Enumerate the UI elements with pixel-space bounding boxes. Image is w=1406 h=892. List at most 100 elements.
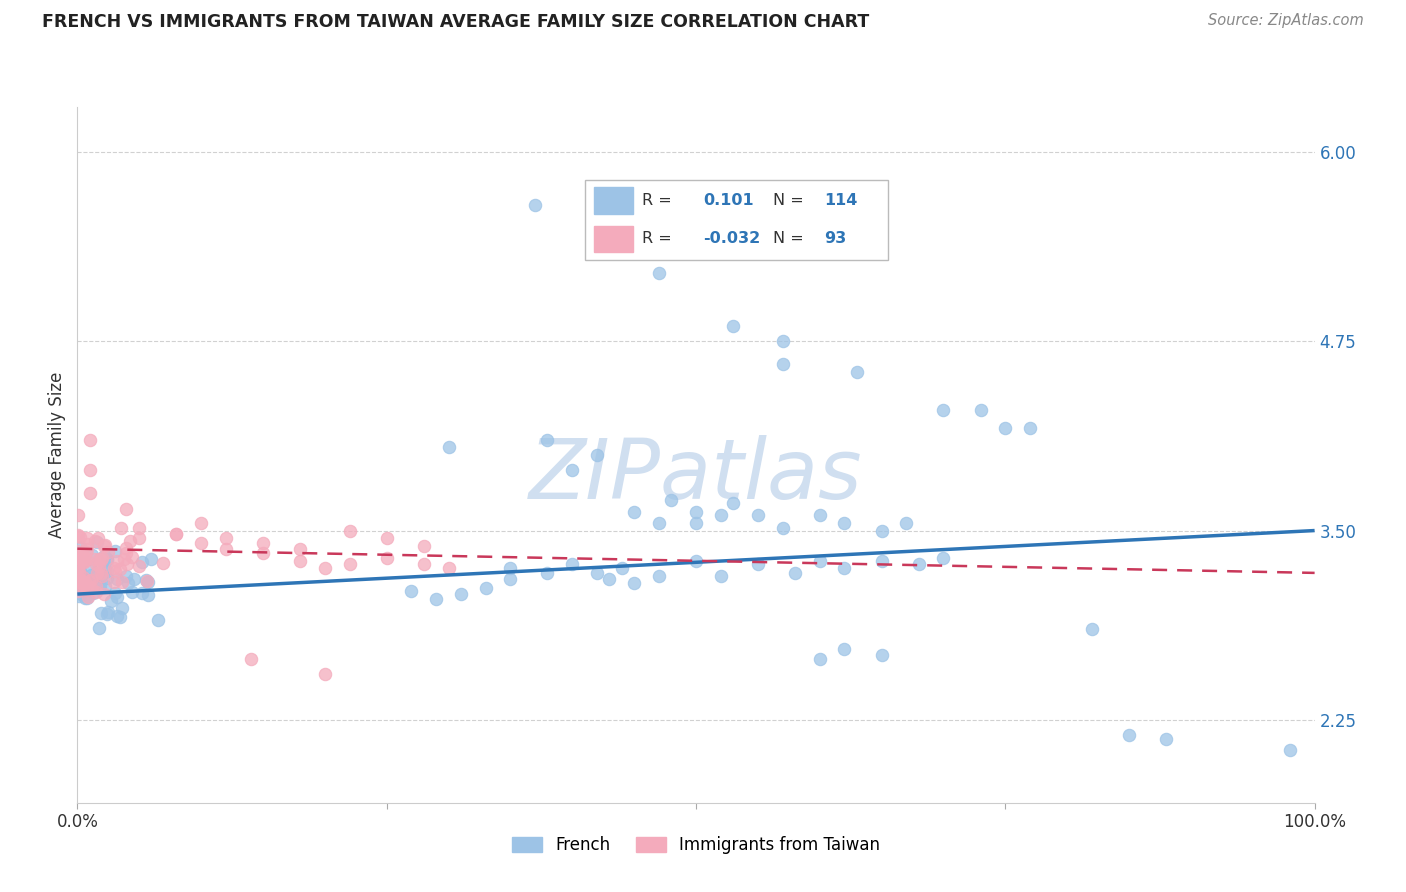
Point xyxy=(932,550,955,565)
Point xyxy=(69,572,91,586)
Point xyxy=(73,555,96,569)
Point xyxy=(94,563,117,577)
Point xyxy=(190,516,212,530)
Point xyxy=(91,550,114,565)
Point xyxy=(375,531,398,545)
Point xyxy=(135,574,157,588)
Point xyxy=(70,582,93,596)
Bar xyxy=(593,187,633,214)
Point xyxy=(165,526,187,541)
Point xyxy=(114,569,136,583)
Point xyxy=(70,546,93,560)
Point xyxy=(783,566,806,580)
Point xyxy=(73,574,96,589)
Point xyxy=(524,198,547,212)
Point xyxy=(73,554,96,568)
Point xyxy=(66,561,89,575)
Point xyxy=(122,572,145,586)
Point xyxy=(105,590,128,604)
Point xyxy=(89,579,111,593)
Point xyxy=(72,577,94,591)
Point xyxy=(94,580,117,594)
Point xyxy=(69,578,91,592)
Point xyxy=(96,553,118,567)
Point xyxy=(808,652,831,666)
Point xyxy=(80,574,103,588)
Point xyxy=(72,580,94,594)
Point xyxy=(103,561,125,575)
Point xyxy=(152,557,174,571)
Point xyxy=(76,537,98,551)
Point xyxy=(67,582,90,597)
Point xyxy=(72,570,94,584)
Point xyxy=(69,574,91,589)
Point xyxy=(72,570,94,584)
Point xyxy=(87,531,110,545)
Point xyxy=(288,554,311,568)
Point xyxy=(659,493,682,508)
Point xyxy=(86,535,108,549)
FancyBboxPatch shape xyxy=(585,180,887,260)
Point xyxy=(314,667,336,681)
Point xyxy=(648,516,671,530)
Point xyxy=(86,566,108,580)
Point xyxy=(450,587,472,601)
Point xyxy=(685,516,707,530)
Point xyxy=(561,557,583,571)
Point xyxy=(128,558,150,573)
Point xyxy=(76,591,98,605)
Point xyxy=(288,541,311,556)
Text: N =: N = xyxy=(772,231,803,246)
Point xyxy=(100,593,122,607)
Point xyxy=(90,566,112,580)
Point xyxy=(108,562,131,576)
Point xyxy=(772,520,794,534)
Point xyxy=(75,575,97,590)
Point xyxy=(80,574,103,588)
Point xyxy=(128,531,150,545)
Point xyxy=(1278,743,1301,757)
Point xyxy=(80,581,103,595)
Point xyxy=(252,546,274,560)
Point xyxy=(105,572,128,586)
Point xyxy=(82,586,104,600)
Point xyxy=(437,441,460,455)
Point xyxy=(1118,728,1140,742)
Text: 0.101: 0.101 xyxy=(703,193,754,208)
Point xyxy=(834,561,856,575)
Point xyxy=(808,508,831,523)
Point xyxy=(135,573,157,587)
Point xyxy=(870,554,893,568)
Point xyxy=(93,539,115,553)
Point xyxy=(136,588,159,602)
Text: FRENCH VS IMMIGRANTS FROM TAIWAN AVERAGE FAMILY SIZE CORRELATION CHART: FRENCH VS IMMIGRANTS FROM TAIWAN AVERAGE… xyxy=(42,13,869,31)
Point xyxy=(190,535,212,549)
Text: 114: 114 xyxy=(824,193,858,208)
Point xyxy=(89,621,111,635)
Point xyxy=(70,553,93,567)
Point xyxy=(96,551,118,566)
Point xyxy=(721,496,744,510)
Point xyxy=(69,547,91,561)
Point xyxy=(339,557,361,571)
Point xyxy=(90,569,112,583)
Point xyxy=(772,334,794,349)
Text: R =: R = xyxy=(643,193,672,208)
Point xyxy=(79,560,101,574)
Point xyxy=(67,565,90,579)
Text: R =: R = xyxy=(643,231,672,246)
Point xyxy=(77,574,100,588)
Point xyxy=(834,516,856,530)
Point xyxy=(83,534,105,549)
Point xyxy=(808,554,831,568)
Point xyxy=(69,587,91,601)
Point xyxy=(97,605,120,619)
Point xyxy=(66,559,89,574)
Point xyxy=(90,553,112,567)
Point xyxy=(586,566,609,580)
Point xyxy=(586,448,609,462)
Point xyxy=(103,574,125,589)
Point xyxy=(76,531,98,545)
Point xyxy=(72,554,94,568)
Point xyxy=(79,463,101,477)
